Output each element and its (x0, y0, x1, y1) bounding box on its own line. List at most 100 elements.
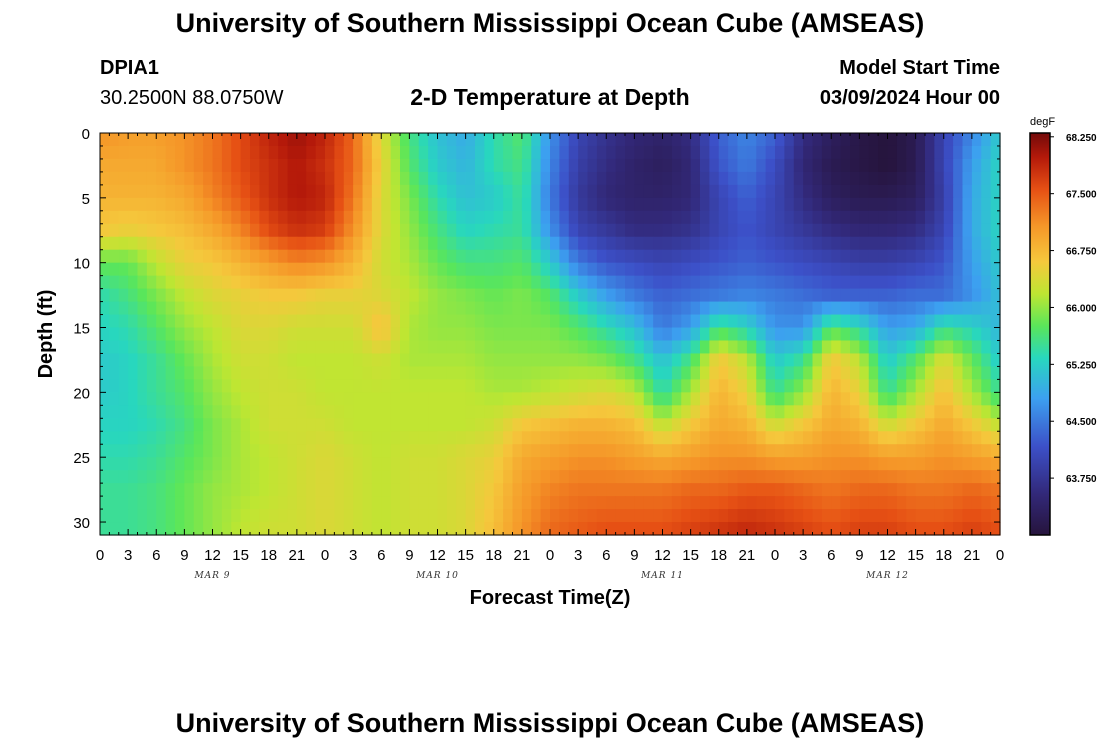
heatmap-cell (306, 145, 317, 160)
heatmap-cell (821, 223, 832, 238)
heatmap-cell (746, 158, 757, 173)
heatmap-cell (765, 262, 776, 277)
heatmap-cell (146, 236, 157, 251)
heatmap-cell (100, 288, 110, 303)
heatmap-cell (193, 327, 204, 342)
heatmap-cell (784, 171, 795, 186)
heatmap-cell (493, 327, 504, 342)
heatmap-cell (700, 197, 710, 212)
heatmap-cell (240, 301, 251, 316)
heatmap-cell (325, 184, 335, 199)
heatmap-cell (278, 483, 289, 497)
heatmap-cell (906, 158, 917, 173)
heatmap-cell (306, 496, 317, 510)
heatmap-cell (831, 249, 842, 264)
heatmap-cell (118, 496, 129, 510)
heatmap-cell (681, 210, 692, 225)
heatmap-cell (568, 133, 579, 147)
heatmap-cell (334, 392, 345, 406)
heatmap-cell (193, 210, 204, 225)
heatmap-cell (118, 133, 129, 147)
heatmap-cell (437, 223, 448, 238)
heatmap-cell (737, 262, 748, 277)
heatmap-cell (690, 366, 701, 380)
heatmap-cell (868, 483, 879, 497)
heatmap-cell (821, 184, 832, 199)
heatmap-cell (990, 288, 1001, 303)
heatmap-cell (503, 392, 514, 406)
heatmap-cell (203, 522, 214, 536)
heatmap-cell (353, 288, 364, 303)
heatmap-cell (400, 275, 410, 290)
heatmap-cell (718, 236, 729, 251)
x-tick-label: 21 (514, 547, 531, 564)
heatmap-cell (596, 470, 607, 484)
heatmap-cell (971, 379, 982, 393)
heatmap-cell (550, 327, 560, 342)
heatmap-cell (756, 509, 767, 523)
heatmap-cell (606, 522, 617, 536)
heatmap-cell (671, 483, 682, 497)
heatmap-cell (371, 470, 382, 484)
heatmap-cell (587, 327, 598, 342)
heatmap-cell (662, 353, 673, 368)
heatmap-cell (596, 353, 607, 368)
heatmap-cell (962, 314, 973, 329)
heatmap-cell (531, 327, 542, 342)
heatmap-cell (165, 301, 176, 316)
heatmap-cell (737, 457, 748, 471)
heatmap-cell (709, 210, 720, 225)
heatmap-cell (465, 210, 476, 225)
heatmap-cell (840, 522, 851, 536)
heatmap-cell (418, 457, 429, 471)
heatmap-cell (550, 236, 560, 251)
heatmap-cell (793, 444, 804, 458)
heatmap-cell (259, 444, 270, 458)
heatmap-cell (259, 171, 270, 186)
heatmap-cell (118, 158, 129, 173)
heatmap-cell (962, 158, 973, 173)
heatmap-cell (671, 496, 682, 510)
heatmap-cell (418, 340, 429, 355)
heatmap-cell (268, 210, 279, 225)
heatmap-cell (925, 210, 935, 225)
colorbar-tick-label: 68.250 (1066, 133, 1097, 144)
heatmap-cell (728, 301, 739, 316)
heatmap-cell (156, 470, 167, 484)
heatmap-cell (653, 379, 664, 393)
heatmap-cell (850, 431, 860, 445)
heatmap-cell (315, 133, 326, 147)
heatmap-cell (193, 444, 204, 458)
heatmap-cell (615, 197, 626, 212)
heatmap-cell (953, 444, 964, 458)
heatmap-cell (531, 210, 542, 225)
heatmap-cell (756, 483, 767, 497)
heatmap-cell (118, 444, 129, 458)
heatmap-cell (437, 496, 448, 510)
heatmap-cell (793, 314, 804, 329)
heatmap-cell (334, 405, 345, 419)
heatmap-cell (662, 327, 673, 342)
heatmap-cell (531, 236, 542, 251)
x-tick-label: 15 (907, 547, 924, 564)
heatmap-cell (765, 275, 776, 290)
heatmap-cell (868, 340, 879, 355)
heatmap-cell (700, 470, 710, 484)
heatmap-cell (221, 431, 232, 445)
heatmap-cell (925, 483, 935, 497)
heatmap-cell (831, 301, 842, 316)
heatmap-cell (793, 392, 804, 406)
heatmap-cell (821, 275, 832, 290)
heatmap-cell (868, 431, 879, 445)
heatmap-cell (990, 314, 1001, 329)
heatmap-cell (512, 301, 523, 316)
heatmap-cell (568, 288, 579, 303)
heatmap-cell (793, 171, 804, 186)
heatmap-cell (906, 483, 917, 497)
heatmap-cell (193, 431, 204, 445)
heatmap-cell (906, 366, 917, 380)
heatmap-cell (503, 275, 514, 290)
heatmap-cell (484, 236, 495, 251)
heatmap-cell (400, 145, 410, 160)
heatmap-cell (700, 236, 710, 251)
